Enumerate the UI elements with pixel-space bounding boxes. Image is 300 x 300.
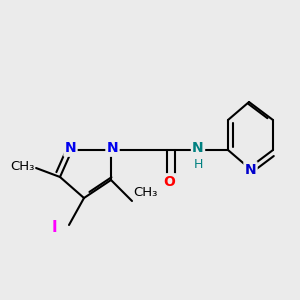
Text: O: O (164, 175, 175, 188)
Text: H: H (193, 158, 203, 172)
Text: N: N (192, 142, 204, 155)
Text: I: I (51, 220, 57, 236)
Text: CH₃: CH₃ (10, 160, 34, 173)
Text: N: N (245, 163, 256, 176)
Text: N: N (65, 142, 76, 155)
Text: N: N (107, 142, 118, 155)
Text: CH₃: CH₃ (134, 187, 158, 200)
